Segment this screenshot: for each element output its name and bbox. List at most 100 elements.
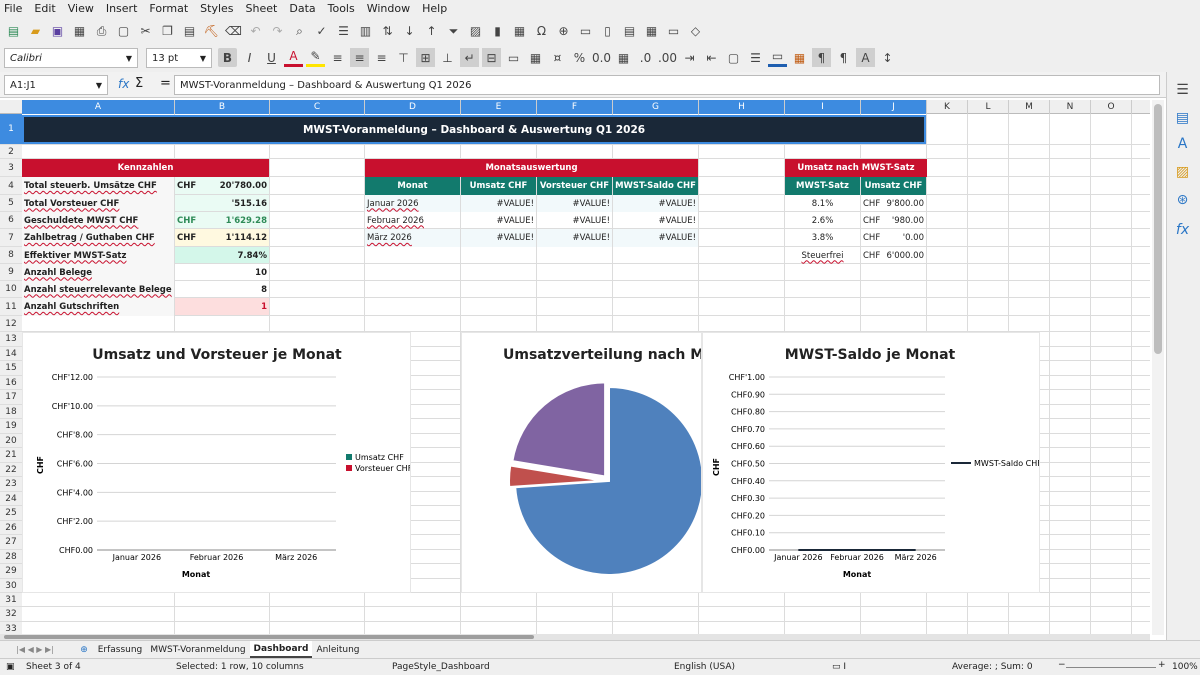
column-header-i[interactable]: I	[785, 100, 861, 114]
align-center-icon[interactable]: ≡	[350, 48, 369, 67]
align-middle-icon[interactable]: ⊞	[416, 48, 435, 67]
kennzahl-value[interactable]: '515.16	[231, 198, 267, 209]
vertical-text-icon[interactable]: A	[856, 48, 875, 67]
chevron-down-icon[interactable]: ▼	[125, 53, 132, 63]
kennzahl-currency[interactable]	[175, 195, 205, 212]
row-header-26[interactable]: 26	[0, 521, 22, 535]
delete-decimal-icon[interactable]: .00	[657, 50, 678, 65]
monats-month[interactable]: März 2026	[365, 229, 460, 247]
hyperlink-icon[interactable]: ⊕	[558, 24, 569, 38]
kennzahl-label[interactable]: Anzahl Gutschriften	[22, 298, 174, 316]
zoom-out-icon[interactable]: −	[1058, 660, 1066, 670]
satz-amount[interactable]: '980.00	[891, 215, 924, 226]
vertical-scroll-thumb[interactable]	[1154, 104, 1162, 354]
copy-icon[interactable]: ❐	[162, 24, 173, 38]
kennzahl-value[interactable]: 1'629.28	[225, 215, 267, 226]
menu-help[interactable]: Help	[422, 2, 448, 15]
row-header-11[interactable]: 11	[0, 298, 22, 316]
row-header-9[interactable]: 9	[0, 264, 22, 281]
row-header-10[interactable]: 10	[0, 281, 22, 298]
row-icon[interactable]: ☰	[338, 24, 349, 38]
gallery-icon[interactable]: ▨	[1175, 163, 1190, 180]
formula-input[interactable]: MWST-Voranmeldung – Dashboard & Auswertu…	[174, 75, 1160, 95]
navigator-icon[interactable]: ⊛	[1176, 191, 1189, 208]
headers-footers-icon[interactable]: ▯	[604, 24, 611, 38]
currency-icon[interactable]: ¤	[553, 50, 562, 65]
kennzahl-label[interactable]: Geschuldete MWST CHF	[22, 212, 174, 229]
kennzahl-value[interactable]: 20'780.00	[219, 181, 267, 191]
monats-col-header[interactable]: Monat	[365, 177, 460, 195]
formula-icon[interactable]: =	[160, 76, 171, 91]
column-header-h[interactable]: H	[699, 100, 785, 114]
satz-rate[interactable]: 8.1%	[811, 198, 834, 209]
save-icon[interactable]: ▣	[51, 24, 64, 38]
vertical-scrollbar[interactable]	[1152, 100, 1164, 635]
redo-icon[interactable]: ↷	[272, 24, 283, 38]
kennzahl-currency[interactable]: CHF	[177, 233, 197, 243]
wrap-text-icon[interactable]: ↵	[460, 48, 479, 67]
tab-mwst-voranmeldung[interactable]: MWST-Voranmeldung	[150, 644, 246, 655]
row-header-3[interactable]: 3	[0, 159, 22, 177]
pivot-table-icon[interactable]: ▦	[513, 24, 526, 38]
row-header-24[interactable]: 24	[0, 492, 22, 506]
kennzahl-currency[interactable]	[175, 281, 205, 298]
monats-month[interactable]: Januar 2026	[365, 195, 460, 212]
zoom-in-icon[interactable]: +	[1158, 660, 1166, 670]
row-header-31[interactable]: 31	[0, 593, 22, 607]
horizontal-scroll-thumb[interactable]	[4, 635, 534, 639]
sort-icon[interactable]: ⇅	[382, 24, 393, 38]
spreadsheet-grid[interactable]: MWST-Voranmeldung – Dashboard & Auswertu…	[22, 114, 1150, 634]
menu-data[interactable]: Data	[289, 2, 316, 15]
monats-value[interactable]: #VALUE!	[461, 229, 536, 247]
monats-value[interactable]: #VALUE!	[572, 215, 610, 226]
row-header-2[interactable]: 2	[0, 145, 22, 159]
kennzahl-label[interactable]: Total Vorsteuer CHF	[22, 195, 174, 212]
row-header-20[interactable]: 20	[0, 434, 22, 448]
row-header-17[interactable]: 17	[0, 390, 22, 405]
column-header-l[interactable]: L	[968, 100, 1009, 114]
kennzahl-value[interactable]: 10	[255, 267, 267, 278]
freeze-rows-icon[interactable]: ▦	[645, 24, 658, 38]
clone-format-icon[interactable]: ⛏	[203, 24, 220, 38]
chevron-down-icon[interactable]: ▼	[95, 80, 102, 90]
horizontal-scrollbar[interactable]	[0, 634, 1150, 640]
align-bottom-icon[interactable]: ⊥	[442, 50, 453, 65]
add-decimal-icon[interactable]: .0	[639, 50, 652, 65]
dashboard-title[interactable]: MWST-Voranmeldung – Dashboard & Auswertu…	[22, 115, 926, 144]
decrease-indent-icon[interactable]: ⇤	[706, 50, 717, 65]
show-draw-functions-icon[interactable]: ◇	[690, 24, 701, 38]
menu-insert[interactable]: Insert	[105, 2, 138, 15]
kennzahl-label[interactable]: Zahlbetrag / Guthaben CHF	[22, 229, 174, 247]
row-header-28[interactable]: 28	[0, 550, 22, 564]
row-header-4[interactable]: 4	[0, 177, 22, 195]
function-wizard-icon[interactable]: fx	[118, 77, 130, 91]
satz-currency[interactable]: CHF	[863, 233, 881, 243]
percent-icon[interactable]: %	[573, 50, 586, 65]
row-header-13[interactable]: 13	[0, 332, 22, 347]
chevron-down-icon[interactable]: ▼	[199, 53, 206, 63]
tab-anleitung[interactable]: Anleitung	[316, 644, 360, 655]
text-direction-rtl-icon[interactable]: ¶	[839, 50, 848, 65]
chart-umsatzverteilung[interactable]: Umsatzverteilung nach MWST-Satz	[461, 332, 702, 593]
row-header-27[interactable]: 27	[0, 535, 22, 550]
chart-icon[interactable]: ▮	[494, 24, 501, 38]
text-orientation-icon[interactable]: ↕	[882, 50, 893, 65]
monats-value[interactable]: #VALUE!	[537, 229, 612, 247]
kennzahl-value[interactable]: 8	[261, 284, 267, 295]
border-color-icon[interactable]: ▭	[768, 48, 787, 67]
satz-currency[interactable]: CHF	[863, 215, 881, 226]
merge-center-icon[interactable]: ⊟	[482, 48, 501, 67]
satz-currency[interactable]: CHF	[863, 250, 881, 261]
monats-value[interactable]: #VALUE!	[613, 229, 698, 247]
kennzahl-value[interactable]: 7.84%	[237, 250, 268, 261]
tab-dashboard[interactable]: Dashboard	[250, 641, 312, 658]
menu-styles[interactable]: Styles	[200, 2, 234, 15]
monats-col-header[interactable]: Vorsteuer CHF	[537, 177, 612, 195]
monats-value[interactable]: #VALUE!	[658, 215, 696, 226]
satz-rate[interactable]: 2.6%	[811, 215, 834, 226]
cut-icon[interactable]: ✂	[140, 24, 151, 38]
image-icon[interactable]: ▨	[469, 24, 482, 38]
satz-currency[interactable]: CHF	[863, 198, 881, 209]
column-icon[interactable]: ▥	[359, 24, 372, 38]
text-direction-ltr-icon[interactable]: ¶	[812, 48, 831, 67]
